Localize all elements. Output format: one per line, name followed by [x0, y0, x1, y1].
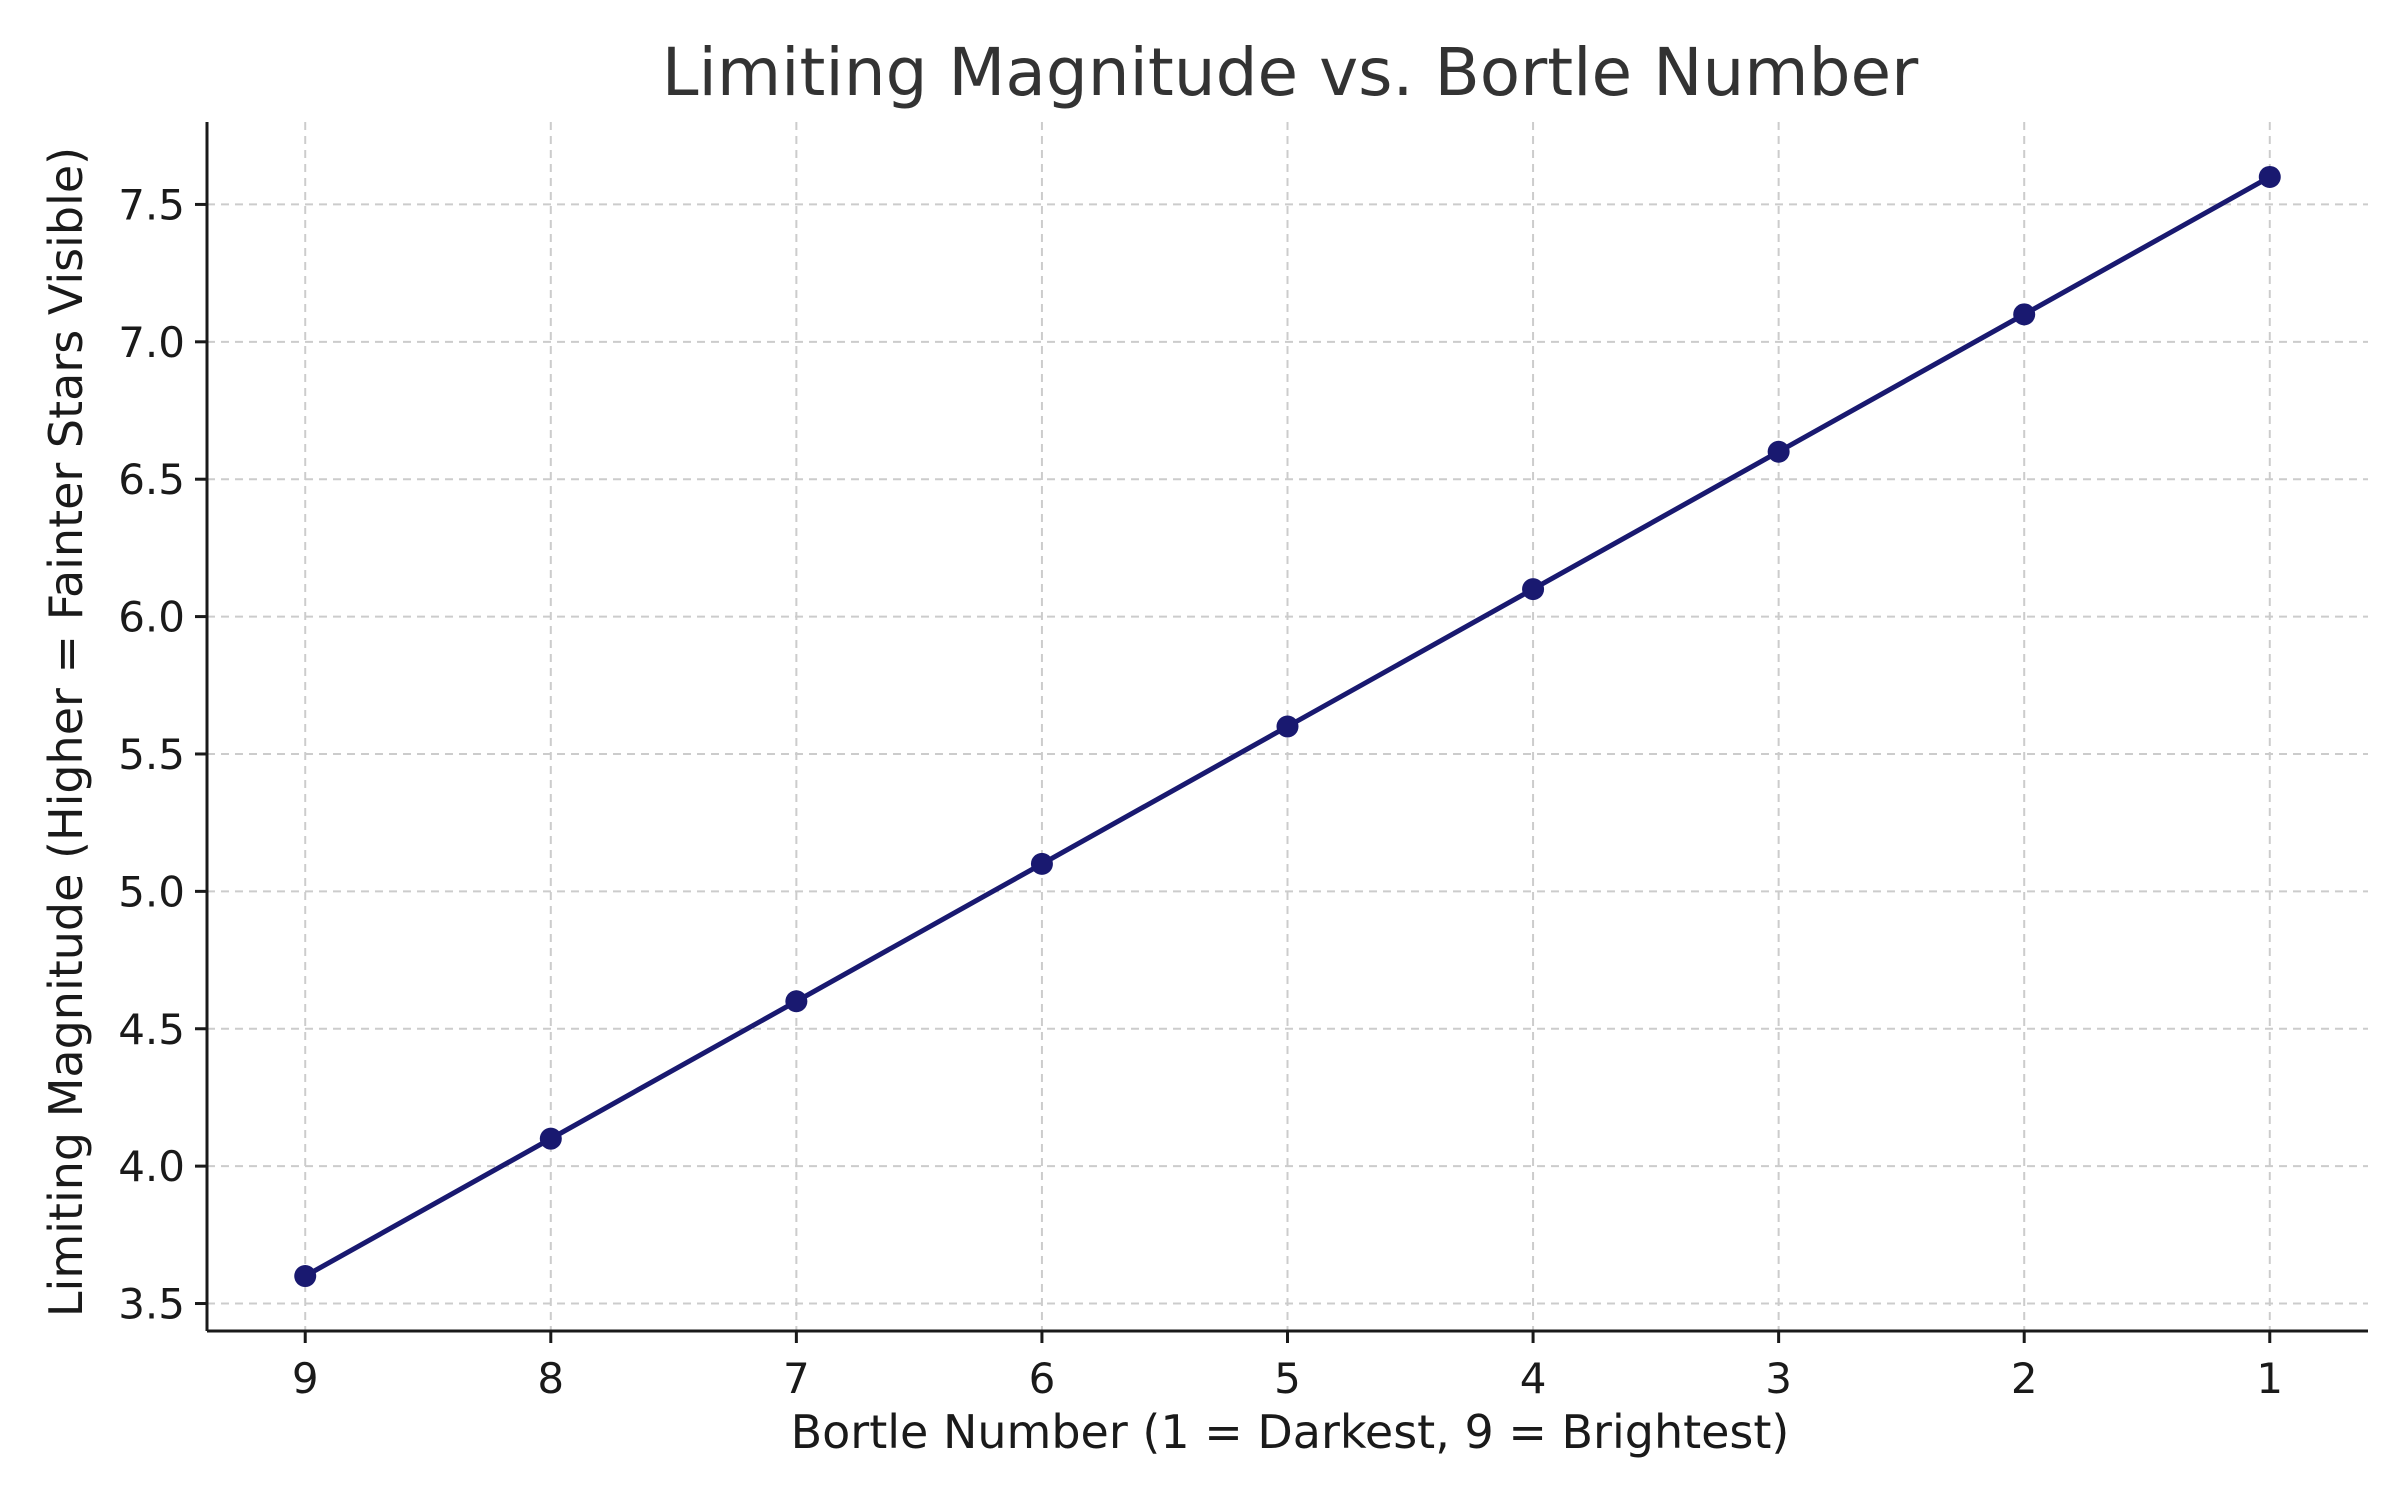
y-tick-label: 6.5	[118, 455, 185, 504]
data-point	[1767, 440, 1790, 463]
x-tick-label: 3	[1765, 1354, 1792, 1403]
series-layer	[294, 165, 2281, 1288]
y-tick-label: 5.0	[118, 867, 185, 916]
x-tick-label: 8	[537, 1354, 564, 1403]
y-tick-label: 6.0	[118, 593, 185, 642]
y-tick-label: 4.0	[118, 1142, 185, 1191]
data-point	[2013, 303, 2036, 326]
x-tick-label: 7	[783, 1354, 810, 1403]
y-tick-label: 4.5	[118, 1005, 185, 1054]
data-point	[1276, 715, 1299, 738]
data-point	[785, 990, 808, 1013]
x-tick-label: 1	[2256, 1354, 2283, 1403]
y-tick-label: 3.5	[118, 1280, 185, 1329]
x-axis-label: Bortle Number (1 = Darkest, 9 = Brightes…	[791, 1405, 1790, 1459]
ticks: 9 8 7 6 5 4 3 2 1 3.5 4.0 4.5 5.0 5.5 6.0 6.5 7.0 7.5	[118, 180, 2283, 1403]
x-tick-label: 4	[1520, 1354, 1547, 1403]
y-axis-label: Limiting Magnitude (Higher = Fainter Sta…	[39, 147, 93, 1317]
data-point	[294, 1265, 317, 1288]
x-tick-label: 9	[292, 1354, 319, 1403]
y-tick-label: 7.0	[118, 318, 185, 367]
grid	[207, 122, 2368, 1331]
data-point	[2258, 165, 2281, 188]
y-tick-label: 5.5	[118, 730, 185, 779]
y-tick-label: 7.5	[118, 180, 185, 229]
x-tick-label: 2	[2011, 1354, 2038, 1403]
data-point	[1030, 852, 1053, 875]
data-point	[539, 1127, 562, 1150]
x-tick-label: 6	[1029, 1354, 1056, 1403]
data-point	[1522, 578, 1545, 601]
chart-title: Limiting Magnitude vs. Bortle Number	[662, 34, 1919, 111]
x-tick-label: 5	[1274, 1354, 1301, 1403]
